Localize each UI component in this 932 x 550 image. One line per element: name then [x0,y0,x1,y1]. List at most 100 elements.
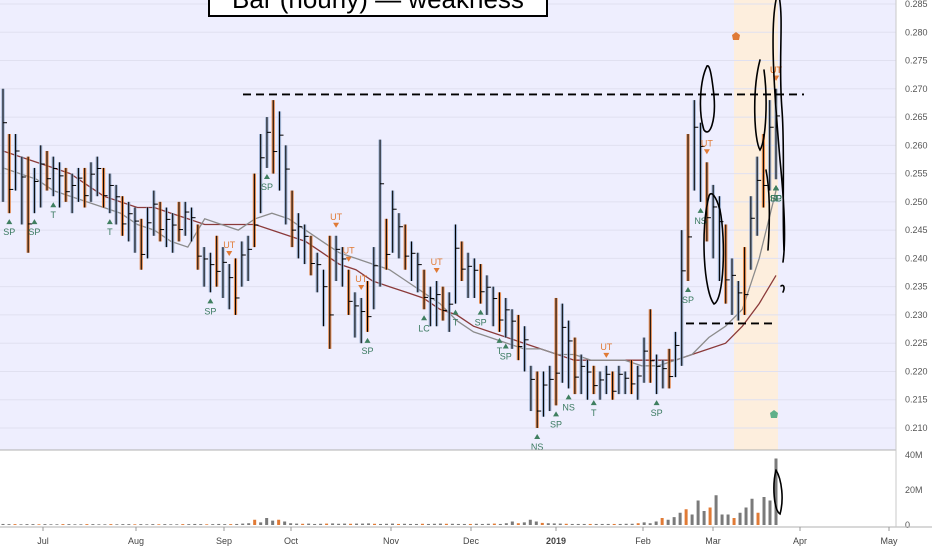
strength-arrow-icon [502,343,509,349]
strength-signal: SP [475,309,487,328]
strength-signal: SP [500,343,512,362]
price-bar [164,207,171,248]
signal-label: SP [3,227,15,237]
volume-bar [97,524,101,525]
volume-bar [241,523,245,525]
volume-tick-label: 20M [905,485,923,495]
strength-signal: SP [682,287,694,305]
signal-label: UT [431,257,443,267]
price-tick-label: 0.270 [905,84,928,94]
weakness-signal: UT [330,212,343,228]
price-bar [504,297,510,338]
volume-bar [666,519,670,525]
time-tick-label: Aug [128,536,144,546]
weakness-arrow-icon [333,222,340,228]
price-bar [397,213,403,259]
volume-bar [109,524,113,525]
time-tick-label: Jul [37,536,49,546]
price-bar [585,360,592,400]
volume-bar [732,518,736,525]
strength-arrow-icon [207,298,214,304]
weakness-arrow-icon [433,268,440,274]
volume-bar [103,524,107,525]
strength-signal: T [50,202,57,220]
price-bar [152,190,158,236]
strength-signal: SP [651,400,663,418]
price-bar [321,269,328,327]
strength-arrow-icon [364,337,371,343]
signal-label: SP [550,419,562,429]
volume-bar [546,523,550,525]
time-tick-label: Mar [705,536,721,546]
strength-arrow-icon [31,219,38,225]
volume-bar [756,512,760,525]
volume-bar [313,523,317,525]
volume-bar [720,514,724,525]
price-bar [83,167,89,208]
volume-bar [385,523,389,525]
volume-bar [235,523,239,525]
price-bar [208,252,215,293]
volume-bar [73,524,77,525]
volume-bar [49,524,53,525]
strength-signal: SP [204,298,216,316]
price-bar [32,167,39,214]
signal-label: SP [204,306,216,316]
strength-signal: NS [562,394,575,412]
volume-bar [618,523,622,525]
price-bar [120,196,127,236]
price-bar [516,314,523,361]
price-bar [611,371,617,400]
volume-bar [552,523,556,525]
signal-label: UT [770,65,782,75]
signal-label: T [497,346,503,356]
price-bar [661,360,667,389]
volume-bar [768,500,772,525]
time-tick-label: 2019 [546,536,566,546]
signal-label: UT [343,246,355,256]
price-bar [372,247,378,310]
signal-label: UT [355,274,367,284]
price-bar [13,134,20,191]
volume-bar [151,524,155,525]
strength-arrow-icon [452,309,459,315]
volume-bar [402,523,406,525]
volume-bar [337,523,341,525]
strength-signal: NS [694,207,707,226]
price-bar [711,184,718,259]
volume-bar [169,524,173,525]
price-bar [384,218,391,270]
signal-label: SP [500,352,512,362]
volume-bar [630,523,634,525]
price-bar [133,207,139,253]
volume-bar [301,523,305,525]
price-bar [177,201,183,242]
volume-tick-label: 0 [905,520,910,530]
price-bar [353,292,359,338]
volume-bar [127,524,131,525]
price-tick-label: 0.250 [905,197,928,207]
volume-bar [654,521,658,525]
price-bar [567,320,573,389]
volume-bar [325,523,329,525]
volume-bar [229,524,233,525]
volume-bar [564,523,568,525]
signal-label: SP [475,318,487,328]
volume-bar [486,523,490,525]
price-bar [648,309,655,383]
price-bar [26,156,33,253]
weakness-arrow-icon [226,251,233,257]
price-bar [768,100,774,191]
price-bar [592,365,598,395]
moving-averages [2,150,777,367]
signal-label: UT [770,65,782,75]
time-tick-label: Oct [284,536,299,546]
signal-label: SP [28,227,40,237]
volume-bar [678,512,682,525]
signal-label: SP [770,193,782,203]
time-tick-label: Dec [463,536,480,546]
strength-signal: SP [261,173,273,192]
price-bar [171,213,177,253]
volume-bar [414,523,418,525]
